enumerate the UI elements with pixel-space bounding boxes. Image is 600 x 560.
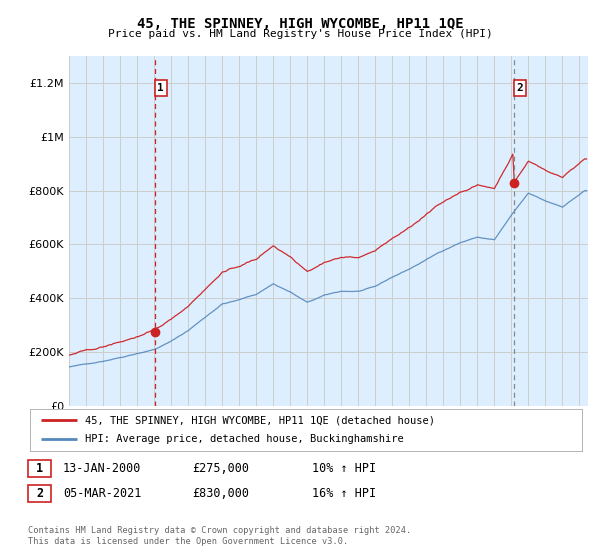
Text: 45, THE SPINNEY, HIGH WYCOMBE, HP11 1QE (detached house): 45, THE SPINNEY, HIGH WYCOMBE, HP11 1QE … xyxy=(85,415,435,425)
Text: 1: 1 xyxy=(36,461,43,475)
Text: 16% ↑ HPI: 16% ↑ HPI xyxy=(312,487,376,500)
Text: 2: 2 xyxy=(517,83,524,93)
Text: This data is licensed under the Open Government Licence v3.0.: This data is licensed under the Open Gov… xyxy=(28,538,349,547)
Text: 05-MAR-2021: 05-MAR-2021 xyxy=(63,487,142,500)
Text: HPI: Average price, detached house, Buckinghamshire: HPI: Average price, detached house, Buck… xyxy=(85,435,404,445)
Text: 1: 1 xyxy=(157,83,164,93)
Text: 10% ↑ HPI: 10% ↑ HPI xyxy=(312,461,376,475)
Text: Contains HM Land Registry data © Crown copyright and database right 2024.: Contains HM Land Registry data © Crown c… xyxy=(28,526,412,535)
Text: 13-JAN-2000: 13-JAN-2000 xyxy=(63,461,142,475)
Text: Price paid vs. HM Land Registry's House Price Index (HPI): Price paid vs. HM Land Registry's House … xyxy=(107,29,493,39)
Text: £830,000: £830,000 xyxy=(192,487,249,500)
Text: £275,000: £275,000 xyxy=(192,461,249,475)
Text: 2: 2 xyxy=(36,487,43,500)
Text: 45, THE SPINNEY, HIGH WYCOMBE, HP11 1QE: 45, THE SPINNEY, HIGH WYCOMBE, HP11 1QE xyxy=(137,17,463,31)
